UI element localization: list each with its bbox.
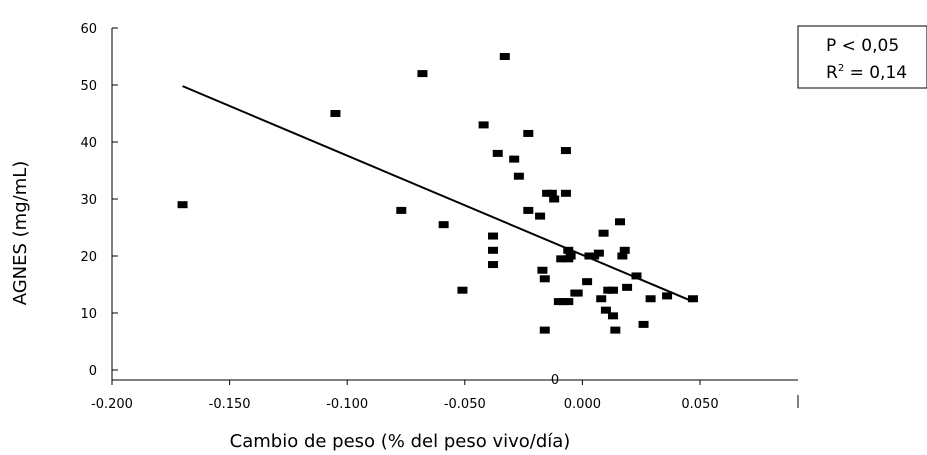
data-point	[523, 206, 534, 214]
data-point	[619, 246, 630, 254]
data-points	[177, 53, 698, 334]
data-point	[537, 266, 548, 274]
data-point	[572, 289, 583, 297]
data-point	[593, 249, 604, 257]
x-tick-label: 0.050	[681, 397, 718, 412]
x-ticks: -0.200 -0.150 -0.100 -0.050 0.000 0.050	[91, 380, 719, 412]
data-point	[687, 295, 698, 303]
stats-r2: R2 = 0,14	[826, 63, 907, 83]
y-tick-label: 60	[80, 22, 97, 37]
data-point	[513, 172, 524, 180]
data-point	[492, 149, 503, 157]
y-ticks: 0 10 20 30 40 50 60	[80, 22, 118, 379]
data-point	[638, 320, 649, 328]
trendline-group	[182, 85, 694, 303]
trendline	[182, 85, 694, 303]
y-tick-label: 20	[80, 250, 97, 265]
data-point	[535, 212, 546, 220]
data-point	[596, 295, 607, 303]
x-axis-title: Cambio de peso (% del peso vivo/día)	[230, 431, 571, 452]
data-point	[539, 326, 550, 334]
data-point	[499, 53, 510, 60]
data-point	[607, 286, 618, 294]
data-point	[438, 221, 449, 229]
x-tick-label: -0.100	[326, 397, 368, 412]
data-point	[549, 195, 560, 203]
y-tick-label: 40	[80, 136, 97, 151]
data-point	[509, 155, 520, 163]
data-point	[565, 252, 576, 260]
stats-p-value: P < 0,05	[826, 36, 899, 56]
data-point	[396, 206, 407, 214]
data-point	[539, 275, 550, 283]
stray-zero-label: 0	[551, 373, 559, 388]
y-tick-label: 0	[89, 364, 97, 379]
data-point	[563, 246, 574, 254]
data-point	[631, 272, 642, 280]
data-point	[617, 252, 628, 260]
data-point	[560, 189, 571, 197]
stats-box-border	[797, 25, 927, 89]
data-point	[488, 261, 499, 269]
x-tick-label: 0.000	[564, 397, 601, 412]
x-tick-label: -0.050	[444, 397, 486, 412]
data-point	[662, 292, 673, 300]
y-tick-label: 30	[80, 193, 97, 208]
data-point	[556, 255, 567, 263]
y-axis-title: AGNES (mg/mL)	[10, 161, 31, 306]
data-point	[645, 295, 656, 303]
data-point	[610, 326, 621, 334]
data-point	[488, 246, 499, 254]
data-point	[546, 189, 557, 197]
y-tick-label: 10	[80, 307, 97, 322]
data-point	[600, 306, 611, 314]
data-point	[622, 283, 633, 291]
x-tick-label: -0.150	[209, 397, 251, 412]
data-point	[582, 278, 593, 286]
y-tick-label: 50	[80, 79, 97, 94]
data-point	[560, 147, 571, 155]
data-point	[615, 218, 626, 226]
data-point	[607, 312, 618, 320]
data-point	[417, 70, 428, 78]
data-point	[330, 110, 341, 117]
stats-box: P < 0,05 R2 = 0,14	[797, 25, 927, 89]
data-point	[598, 229, 609, 237]
data-point	[457, 286, 468, 294]
data-point	[488, 232, 499, 240]
data-point	[478, 121, 489, 129]
x-tick-label: -0.200	[91, 397, 133, 412]
data-point	[177, 201, 188, 209]
data-point	[523, 129, 534, 137]
data-point	[563, 298, 574, 306]
